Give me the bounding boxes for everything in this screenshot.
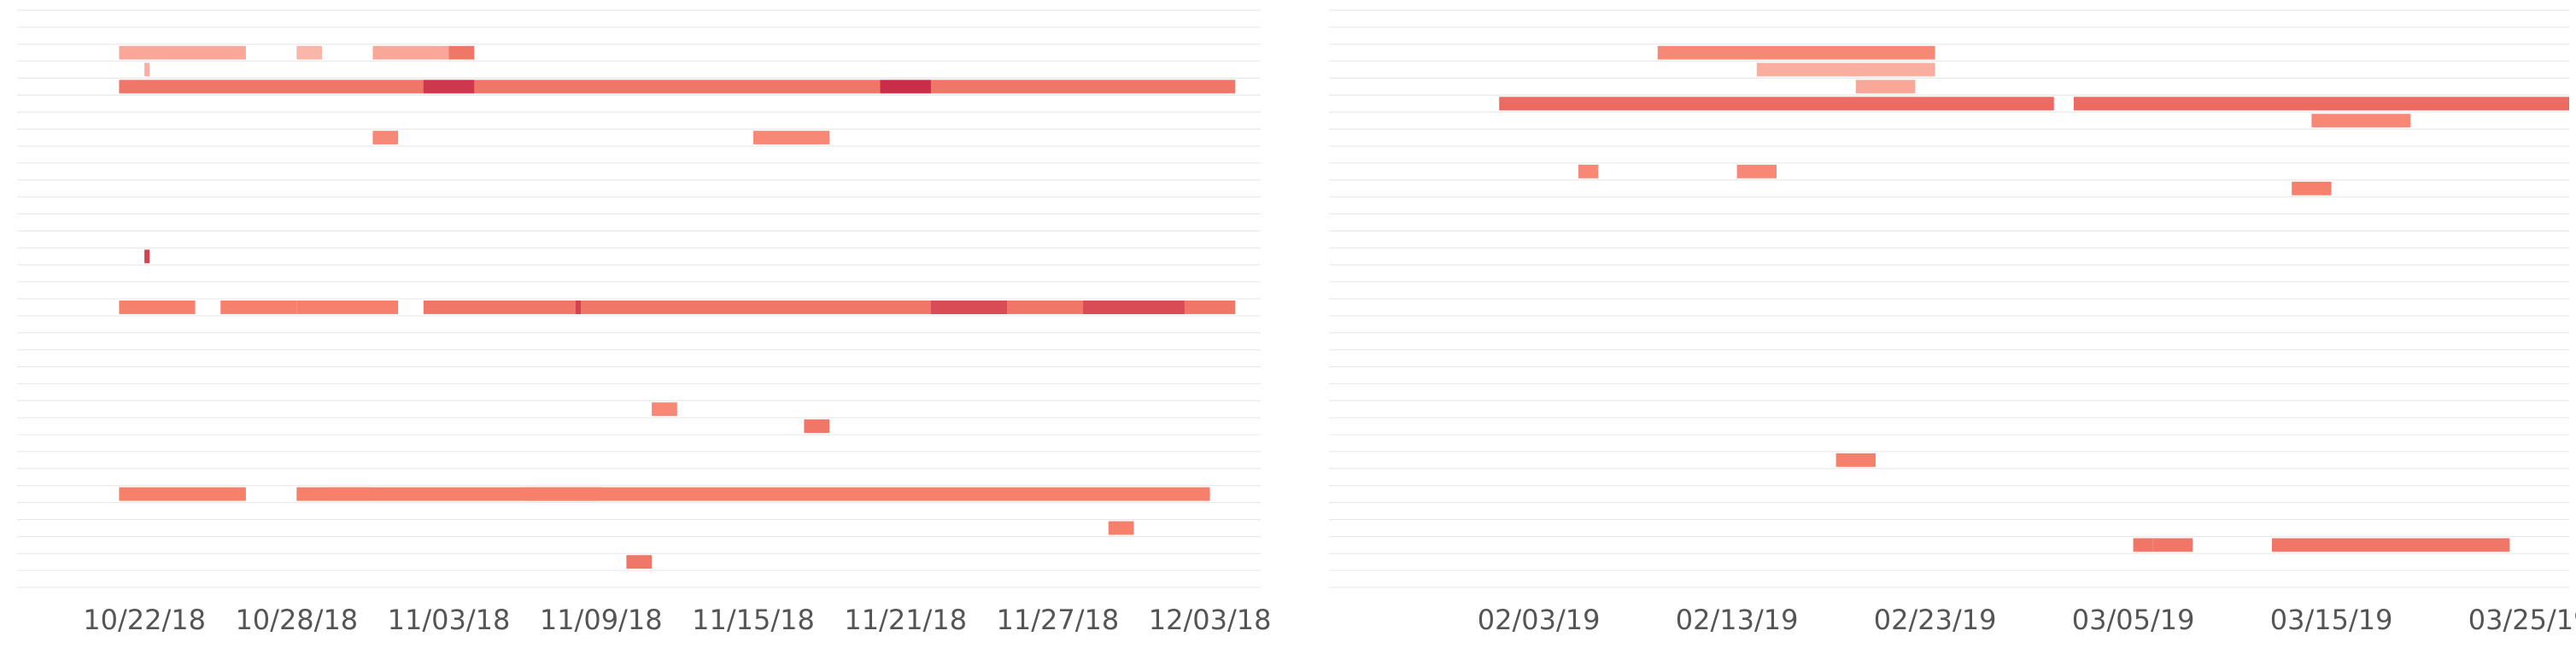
- heat-segment: [2311, 114, 2411, 128]
- heat-segment: [372, 45, 449, 60]
- x-tick-label: 03/15/19: [2270, 604, 2393, 636]
- heat-segment: [1855, 79, 1916, 94]
- heat-segment: [1657, 45, 1935, 60]
- heat-segment: [1578, 164, 1599, 178]
- x-tick-label: 11/27/18: [997, 604, 1120, 636]
- heat-segment: [448, 45, 475, 60]
- heat-segments: [119, 45, 1236, 569]
- heat-segment: [1108, 521, 1134, 535]
- heat-segment: [119, 301, 196, 314]
- heat-segment: [296, 487, 1210, 501]
- x-tick-label: 12/03/18: [1149, 604, 1272, 636]
- row-gridlines: [1329, 9, 2569, 588]
- x-tick-label: 02/13/19: [1676, 604, 1799, 636]
- heat-segment: [423, 79, 475, 94]
- heat-segment: [144, 249, 150, 264]
- x-tick-label: 11/21/18: [844, 604, 967, 636]
- heat-segment: [2292, 181, 2332, 196]
- x-tick-label: 11/09/18: [540, 604, 663, 636]
- x-tick-label: 11/03/18: [388, 604, 511, 636]
- x-tick-label: 10/22/18: [83, 604, 206, 636]
- heat-segment: [652, 402, 677, 417]
- x-tick-label: 03/05/19: [2072, 604, 2195, 636]
- heat-segment: [1083, 301, 1185, 314]
- heat-segment: [1756, 62, 1935, 77]
- heat-segment: [296, 45, 322, 60]
- heat-segment: [626, 555, 653, 569]
- heat-segment: [296, 301, 399, 314]
- heat-segment: [930, 301, 1007, 314]
- heat-segment: [576, 301, 581, 314]
- heat-segments: [1499, 45, 2569, 552]
- heat-segment: [880, 79, 931, 94]
- heat-segment: [119, 45, 246, 60]
- heat-segment: [1736, 164, 1777, 178]
- heat-segment: [144, 62, 150, 77]
- x-tick-label: 02/03/19: [1478, 604, 1601, 636]
- heat-segment: [804, 419, 830, 434]
- heat-segment: [1835, 453, 1876, 467]
- heat-segment: [2152, 538, 2193, 552]
- heat-segment: [372, 131, 399, 145]
- x-axis-ticks: 10/22/18 10/28/18 11/03/18 11/09/18 11/15/18…: [83, 604, 1271, 636]
- x-tick-label: 11/15/18: [692, 604, 815, 636]
- heat-segment: [1499, 96, 2054, 111]
- heatmap-panel-left: 10/22/18 10/28/18 11/03/18 11/09/18 11/15/18…: [17, 9, 1271, 636]
- row-gridlines: [17, 9, 1261, 588]
- x-tick-label: 10/28/18: [235, 604, 358, 636]
- x-axis-ticks: 02/03/19 02/13/19 02/23/19 03/05/19 03/15/19…: [1478, 604, 2576, 636]
- heat-segment: [423, 301, 1236, 314]
- heat-segment: [2133, 538, 2153, 552]
- heat-segment: [220, 301, 297, 314]
- x-tick-label: 03/25/19: [2468, 604, 2576, 636]
- heat-segment: [2272, 538, 2510, 552]
- x-tick-label: 02/23/19: [1874, 604, 1997, 636]
- heat-segment: [2074, 96, 2569, 111]
- heat-segment: [119, 487, 246, 501]
- heat-segment: [119, 79, 1236, 94]
- heat-segment: [753, 131, 830, 145]
- heatmap-panel-right: 02/03/19 02/13/19 02/23/19 03/05/19 03/15/19…: [1329, 9, 2576, 636]
